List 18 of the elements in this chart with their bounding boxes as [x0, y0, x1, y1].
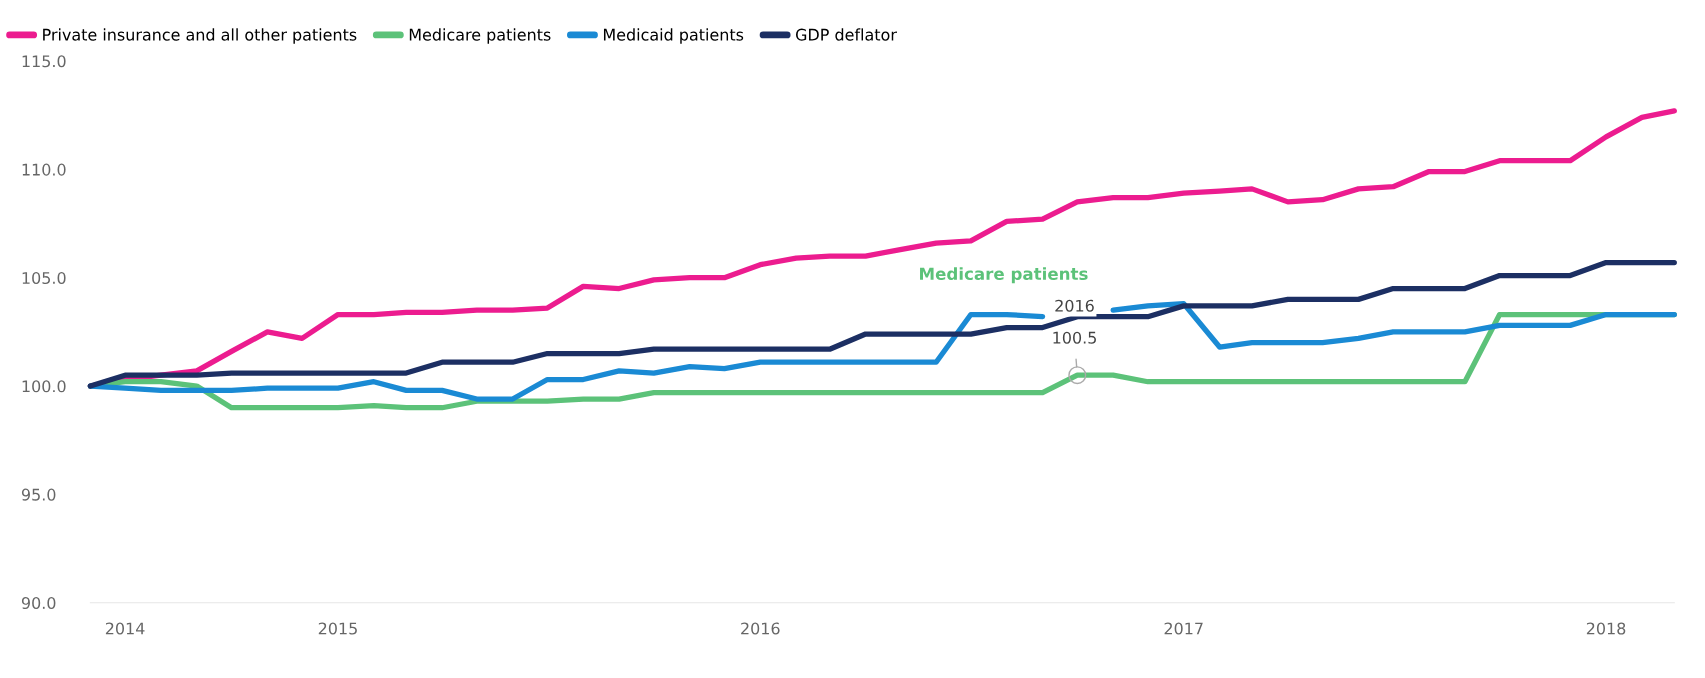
y-tick-label: 105.0: [22, 271, 66, 284]
legend-label: Medicare patients: [409, 28, 551, 44]
annotation: 2016: [1055, 299, 1094, 312]
x-tick-label: 2015: [318, 622, 357, 635]
legend-label: Medicaid patients: [603, 28, 744, 44]
y-tick-label: 115.0: [22, 55, 66, 68]
y-tick-label: 100.0: [22, 380, 66, 393]
y-tick-label: 95.0: [21, 488, 56, 501]
x-tick-label: 2017: [1164, 622, 1203, 635]
annotation: 100.5: [1053, 331, 1096, 344]
annotation: Medicare patients: [920, 267, 1088, 284]
legend-label: GDP deflator: [795, 28, 897, 41]
y-tick-label: 110.0: [22, 163, 66, 176]
x-tick-label: 2016: [741, 622, 780, 635]
x-tick-label: 2018: [1586, 622, 1626, 635]
legend-label: Private insurance and all other patients: [43, 28, 357, 44]
x-tick-label: 2014: [105, 622, 145, 635]
y-tick-label: 90.0: [21, 596, 56, 610]
